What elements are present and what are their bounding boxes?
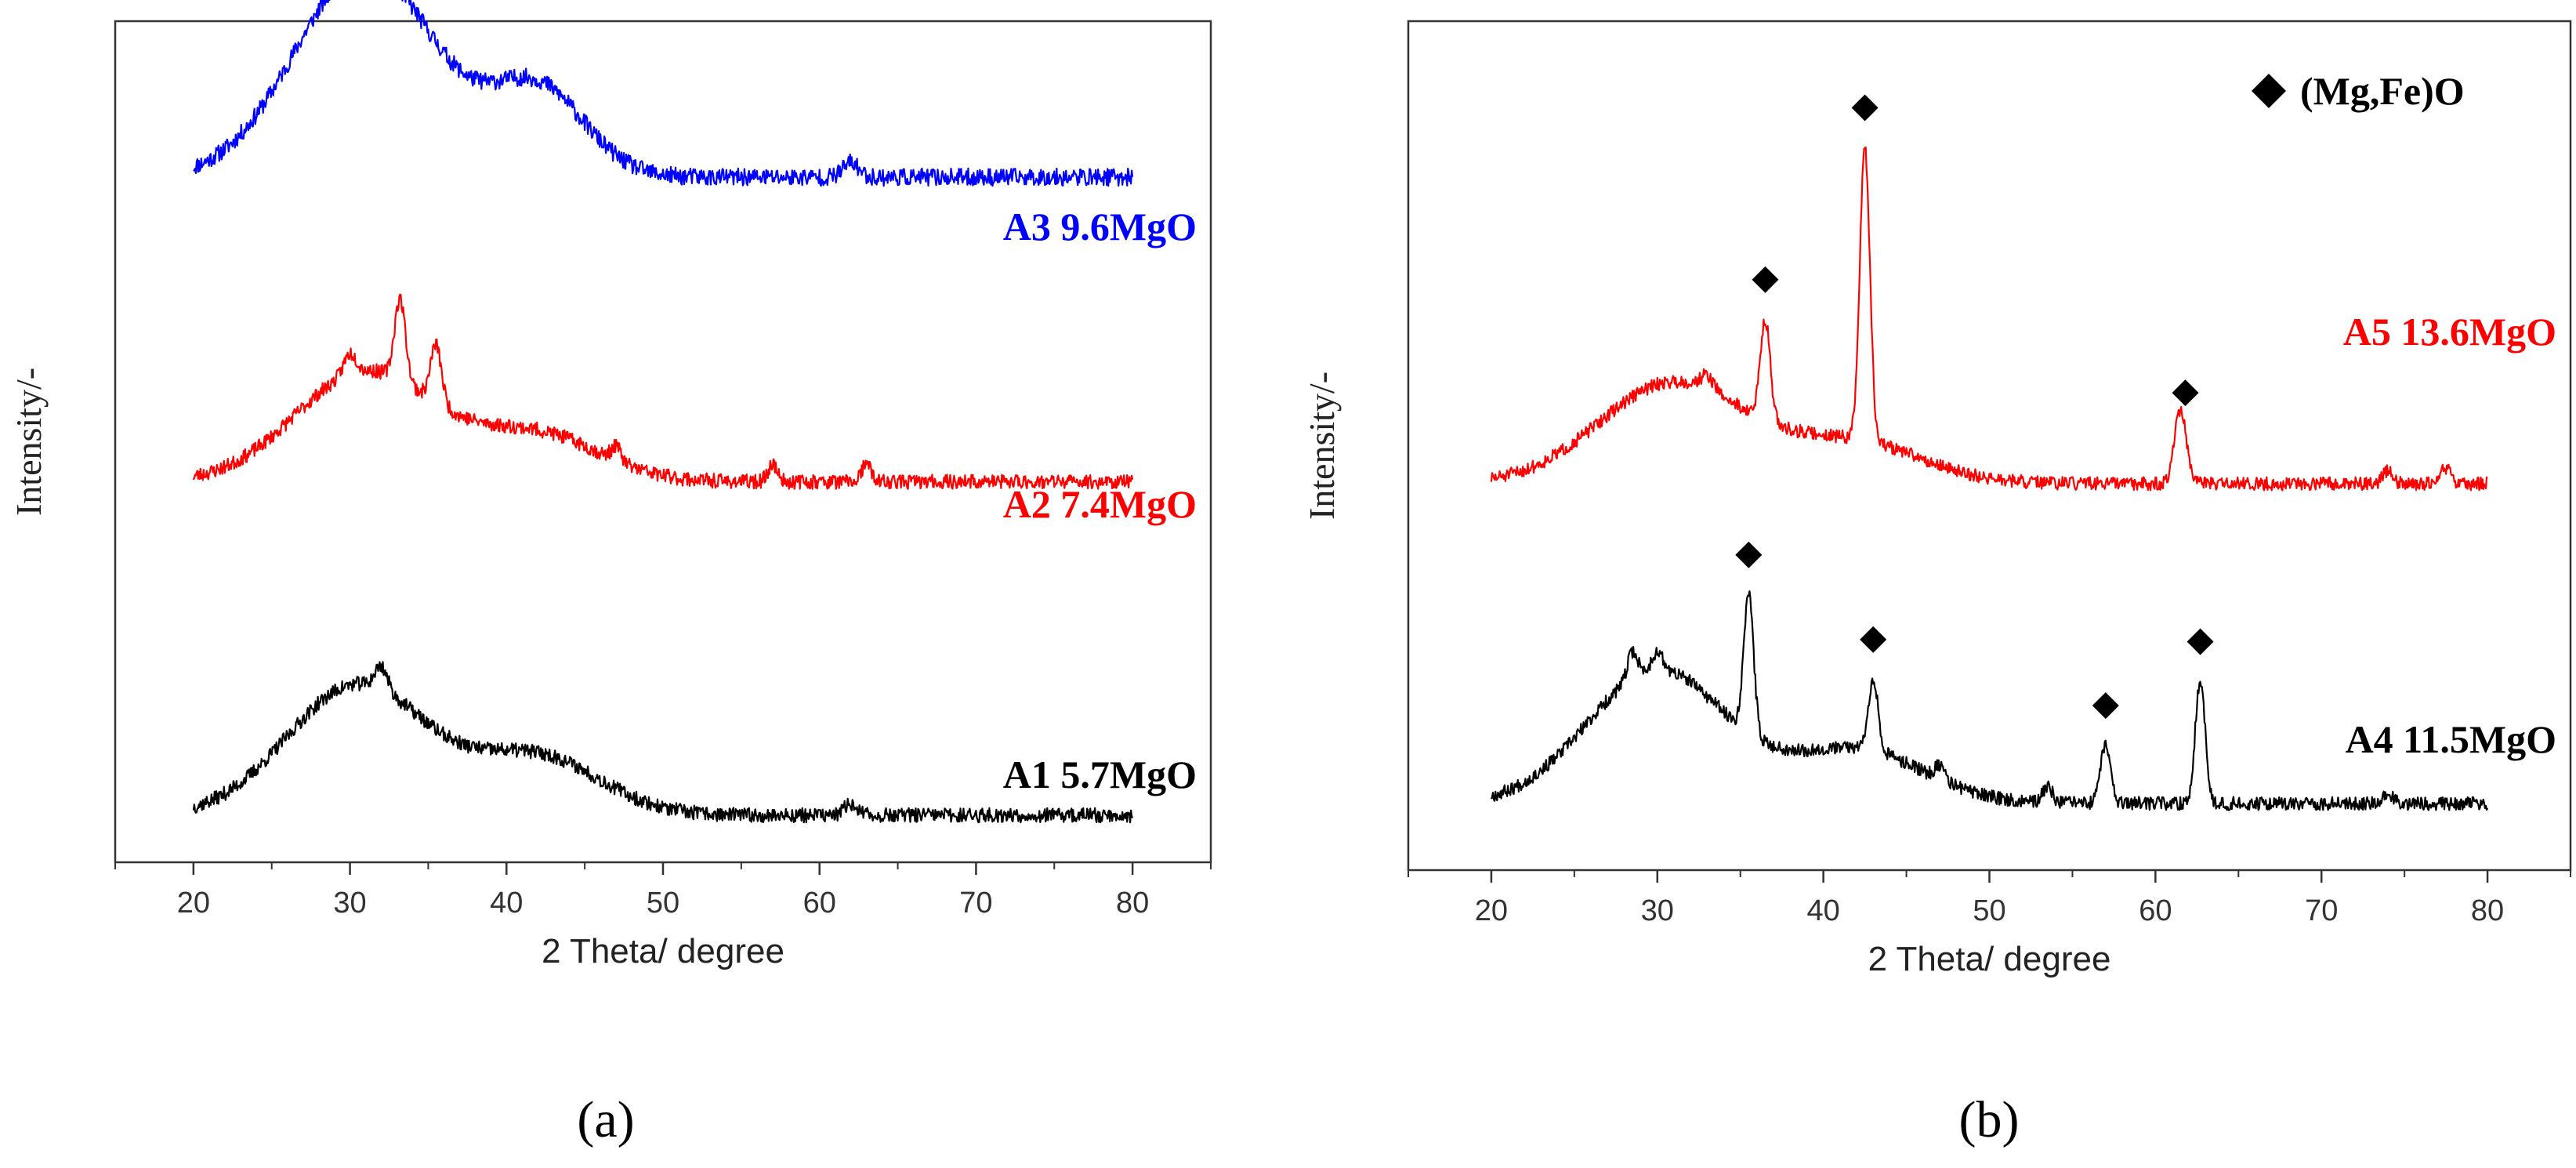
panel-label: (b) bbox=[1959, 1091, 2020, 1148]
legend-diamond-icon bbox=[2252, 74, 2286, 108]
x-tick-label: 70 bbox=[959, 887, 992, 920]
x-tick-label: 50 bbox=[1973, 894, 2005, 927]
y-axis-title: Intensity/- bbox=[1302, 372, 1342, 520]
x-tick-label: 60 bbox=[803, 887, 836, 920]
x-tick-label: 30 bbox=[1641, 894, 1674, 927]
x-tick-label: 30 bbox=[333, 887, 366, 920]
x-tick-label: 80 bbox=[1116, 887, 1149, 920]
x-tick-label: 20 bbox=[177, 887, 210, 920]
series-label: A2 7.4MgO bbox=[1003, 482, 1197, 526]
phase-marker-diamond bbox=[2187, 628, 2214, 655]
phase-marker-diamond bbox=[2092, 692, 2119, 720]
phase-marker-diamond bbox=[1752, 266, 1779, 293]
phase-marker-diamond bbox=[2172, 379, 2199, 407]
phase-marker-diamond bbox=[1860, 626, 1887, 653]
series-line bbox=[193, 0, 1134, 187]
x-tick-label: 50 bbox=[647, 887, 679, 920]
series-label: A1 5.7MgO bbox=[1003, 753, 1197, 796]
chart-panel-b: 20 30 40 50 60 70 80 2 Theta/ degree Intensity/-… bbox=[1302, 20, 2572, 1148]
series-label: A5 13.6MgO bbox=[2343, 310, 2556, 354]
x-tick-label: 60 bbox=[2139, 894, 2172, 927]
series-line bbox=[1490, 590, 2489, 811]
plot-frame bbox=[114, 20, 1212, 864]
x-tick-label: 40 bbox=[1807, 894, 1840, 927]
chart-panel-a: 20 30 40 50 60 70 80 2 Theta/ degree Intensity/-… bbox=[9, 0, 1212, 1148]
phase-marker-diamond bbox=[1735, 541, 1763, 568]
x-axis-title: 2 Theta/ degree bbox=[1868, 940, 2111, 978]
y-axis-title: Intensity/- bbox=[9, 368, 49, 516]
x-tick-label: 20 bbox=[1475, 894, 1508, 927]
x-tick-label: 40 bbox=[490, 887, 523, 920]
x-tick-label: 70 bbox=[2305, 894, 2338, 927]
series-line bbox=[1490, 146, 2488, 492]
series-label: A3 9.6MgO bbox=[1003, 205, 1197, 248]
series-line bbox=[192, 293, 1134, 490]
series-line bbox=[192, 661, 1134, 824]
x-axis-title: 2 Theta/ degree bbox=[542, 932, 784, 970]
panel-label: (a) bbox=[577, 1091, 634, 1148]
phase-marker-diamond bbox=[1851, 94, 1879, 122]
x-tick-label: 80 bbox=[2471, 894, 2504, 927]
legend-label: (Mg,Fe)O bbox=[2300, 69, 2465, 113]
series-label: A4 11.5MgO bbox=[2346, 717, 2556, 761]
